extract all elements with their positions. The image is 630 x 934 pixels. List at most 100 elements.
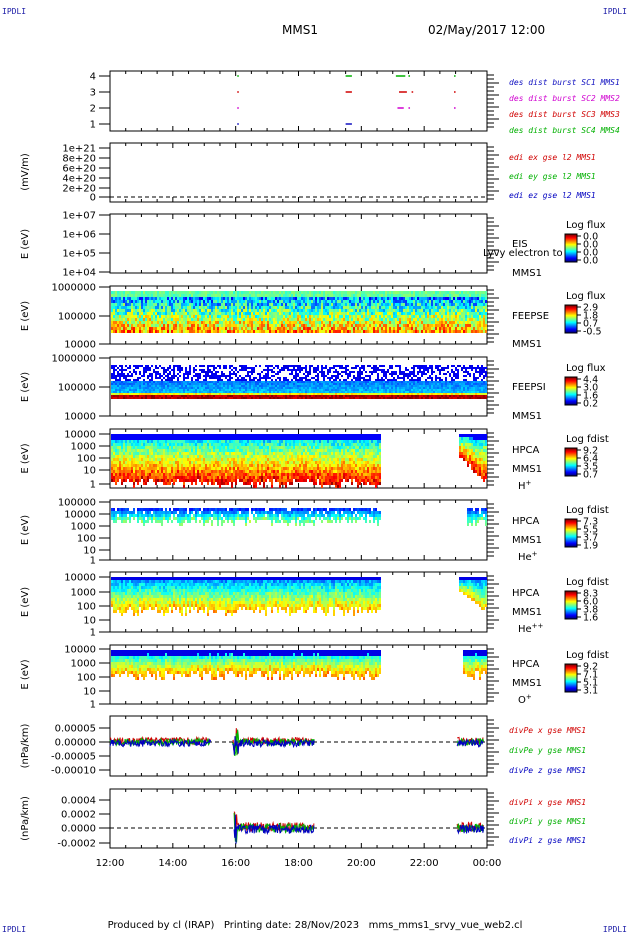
spectrogram-cell <box>189 389 191 391</box>
spectrogram-cell <box>191 389 193 391</box>
spectrogram-cell <box>161 291 163 294</box>
spectrogram-cell <box>271 387 273 389</box>
spectrogram-cell <box>433 303 435 306</box>
spectrogram-cell <box>369 330 371 333</box>
spectrogram-cell <box>305 393 307 395</box>
spectrogram-cell <box>141 391 143 393</box>
spectrogram-cell <box>431 318 433 321</box>
spectrogram-cell <box>175 393 177 395</box>
spectrogram-cell <box>213 387 215 389</box>
spectrogram-cell <box>113 309 115 312</box>
spectrogram-cell <box>369 383 371 385</box>
colorbar-cell <box>565 321 577 323</box>
spectrogram-cell <box>357 377 359 379</box>
spectrogram-cell <box>359 324 361 327</box>
spectrogram-cell <box>377 303 379 306</box>
spectrogram-cell <box>439 327 441 330</box>
spectrogram-cell <box>293 387 295 389</box>
spectrogram-cell <box>473 294 475 297</box>
colorbar-tick-label: 0.7 <box>583 319 598 330</box>
spectrogram-cell <box>211 397 213 399</box>
spectrogram-cell <box>315 387 317 389</box>
spectrogram-cell <box>171 385 173 387</box>
spectrogram-cell <box>311 294 313 297</box>
spectrogram-cell <box>125 306 127 309</box>
spectrogram-cell <box>237 294 239 297</box>
spectrogram-cell <box>411 297 413 300</box>
spectrogram-cell <box>345 369 347 371</box>
eis-panel-frame <box>109 213 488 274</box>
spectrogram-cell <box>353 385 355 387</box>
spectrogram-cell <box>385 321 387 324</box>
spectrogram-cell <box>275 381 277 383</box>
spectrogram-cell <box>115 395 117 397</box>
spectrogram-cell <box>337 375 339 377</box>
spectrogram-cell <box>279 318 281 321</box>
spectrogram-cell <box>353 309 355 312</box>
spectrogram-cell <box>121 393 123 395</box>
spectrogram-cell <box>141 303 143 306</box>
spectrogram-cell <box>217 327 219 330</box>
spectrogram-cell <box>471 291 473 294</box>
spectrogram-cell <box>141 312 143 315</box>
spectrogram-cell <box>231 303 233 306</box>
spectrogram-cell <box>291 371 293 373</box>
spectrogram-cell <box>209 387 211 389</box>
spectrogram-cell <box>331 367 333 369</box>
spectrogram-cell <box>157 291 159 294</box>
spectrogram-cell <box>381 385 383 387</box>
spectrogram-cell <box>209 315 211 318</box>
spectrogram-cell <box>301 321 303 324</box>
spectrogram-cell <box>319 371 321 373</box>
spectrogram-cell <box>163 321 165 324</box>
spectrogram-cell <box>167 291 169 294</box>
spectrogram-cell <box>409 315 411 318</box>
spectrogram-cell <box>359 327 361 330</box>
spectrogram-cell <box>149 312 151 315</box>
spectrogram-cell <box>179 393 181 395</box>
spectrogram-cell <box>243 391 245 393</box>
spectrogram-cell <box>303 381 305 383</box>
spectrogram-cell <box>395 309 397 312</box>
spectrogram-cell <box>227 318 229 321</box>
spectrogram-cell <box>227 385 229 387</box>
spectrogram-cell <box>191 312 193 315</box>
spectrogram-cell <box>115 389 117 391</box>
spectrogram-cell <box>255 315 257 318</box>
spectrogram-cell <box>465 318 467 321</box>
spectrogram-cell <box>477 315 479 318</box>
spectrogram-cell <box>481 327 483 330</box>
spectrogram-cell <box>199 294 201 297</box>
spectrogram-cell <box>255 381 257 383</box>
spectrogram-cell <box>257 393 259 395</box>
spectrogram-cell <box>301 385 303 387</box>
spectrogram-cell <box>145 309 147 312</box>
spectrogram-cell <box>243 393 245 395</box>
spectrogram-cell <box>345 303 347 306</box>
spectrogram-cell <box>235 321 237 324</box>
spectrogram-cell <box>419 303 421 306</box>
spectrogram-cell <box>341 383 343 385</box>
spectrogram-cell <box>161 303 163 306</box>
spectrogram-cell <box>385 294 387 297</box>
spectrogram-cell <box>425 303 427 306</box>
spectrogram-cell <box>207 369 209 371</box>
spectrogram-cell <box>231 291 233 294</box>
spectrogram-cell <box>379 393 381 395</box>
spectrogram-cell <box>281 330 283 333</box>
spectrogram-cell <box>291 391 293 393</box>
spectrogram-cell <box>415 321 417 324</box>
spectrogram-cell <box>453 330 455 333</box>
spectrogram-cell <box>179 391 181 393</box>
spectrogram-cell <box>435 312 437 315</box>
spectrogram-cell <box>165 369 167 371</box>
y-tick-label: 1000000 <box>51 283 96 294</box>
spectrogram-cell <box>127 385 129 387</box>
spectrogram-cell <box>151 324 153 327</box>
spectrogram-cell <box>203 387 205 389</box>
spectrogram-cell <box>359 306 361 309</box>
spectrogram-cell <box>269 387 271 389</box>
spectrogram-cell <box>265 369 267 371</box>
spectrogram-cell <box>295 297 297 300</box>
spectrogram-cell <box>385 371 387 373</box>
